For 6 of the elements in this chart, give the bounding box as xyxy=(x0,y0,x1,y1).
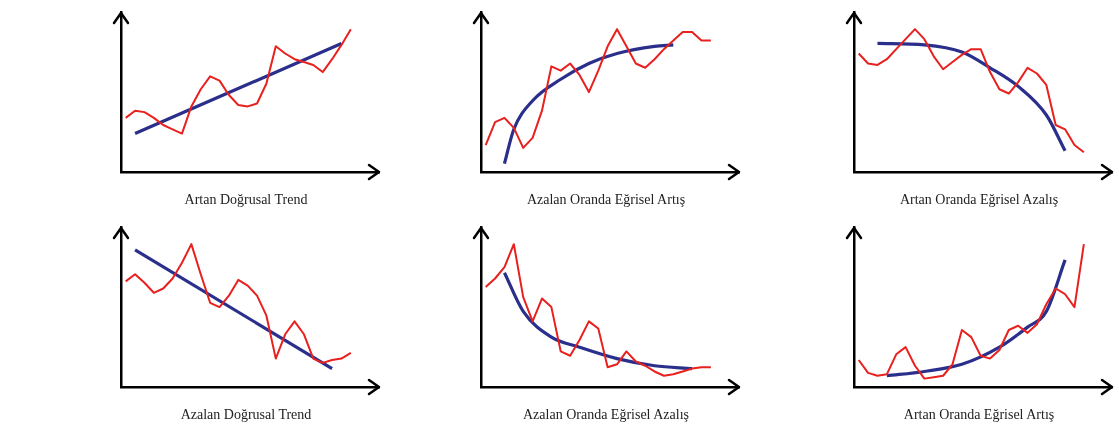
text: Artan Oranda Eğrisel Artış xyxy=(903,407,1055,423)
text: Artan Doğrusal Trend xyxy=(184,192,308,208)
text: Azalan Doğrusal Trend xyxy=(180,407,312,423)
text: Azalan Oranda Eğrisel Azalış xyxy=(523,407,689,423)
text: Azalan Oranda Eğrisel Artış xyxy=(526,192,686,208)
text: Artan Oranda Eğrisel Azalış xyxy=(899,192,1059,208)
